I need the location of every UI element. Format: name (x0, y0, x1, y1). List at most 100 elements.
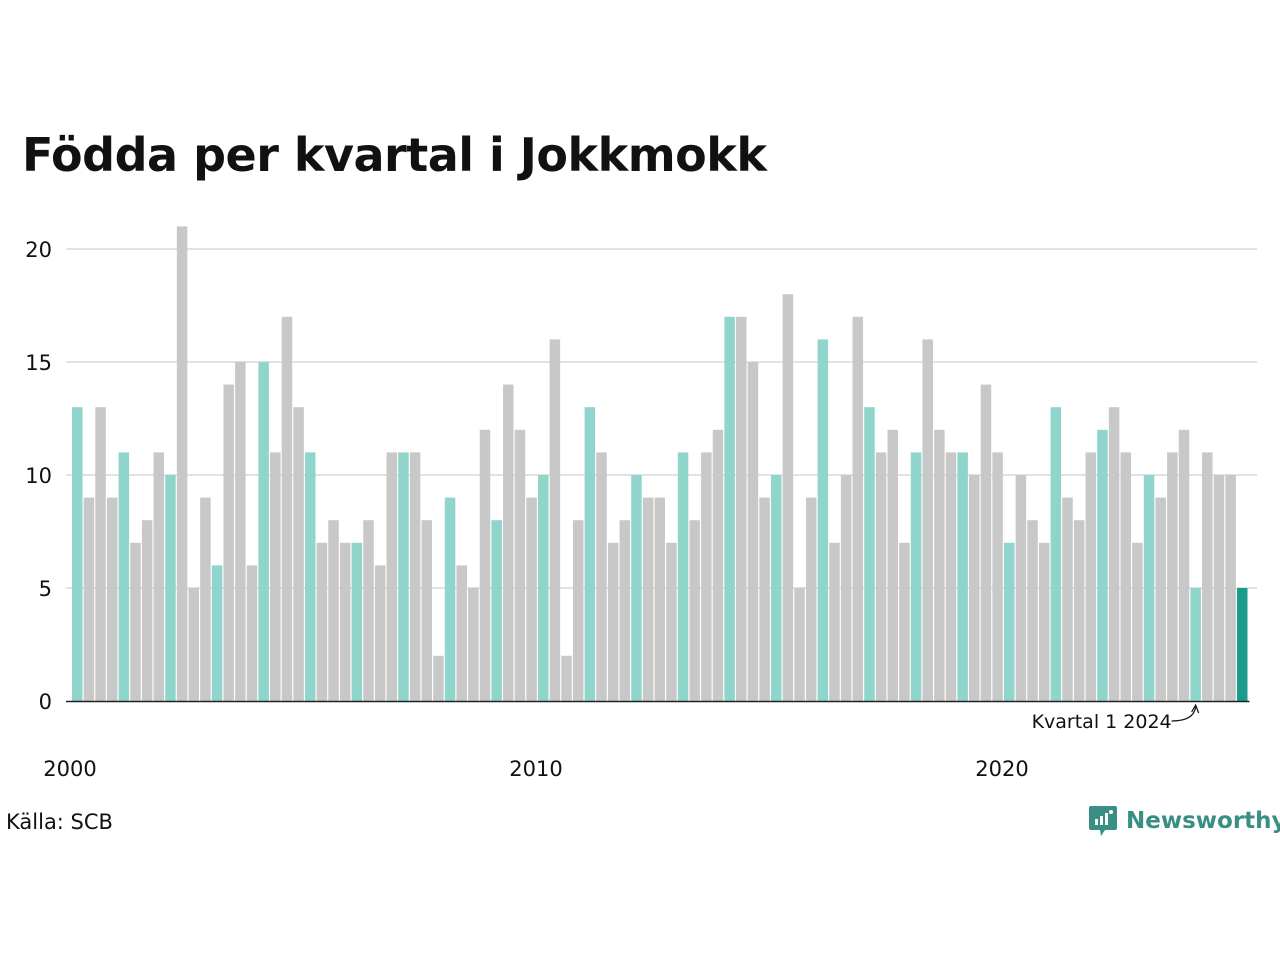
bar (130, 542, 141, 701)
bar (1073, 520, 1085, 701)
bar (235, 362, 246, 701)
x-tick-label: 2000 (43, 757, 96, 781)
bar (1027, 520, 1038, 701)
brand-logo: Newsworthy (1088, 804, 1280, 838)
y-tick-label: 5 (39, 577, 52, 601)
bar (1004, 542, 1015, 701)
bar (1015, 475, 1027, 701)
bar (840, 475, 852, 701)
bar (514, 429, 526, 701)
bar (561, 655, 572, 701)
bar (724, 316, 735, 701)
bar (386, 452, 398, 701)
bar (1178, 429, 1190, 701)
bar (1050, 407, 1062, 701)
bar (1120, 452, 1131, 701)
bar (619, 520, 631, 701)
bar (1155, 497, 1166, 701)
bar (316, 542, 328, 701)
bar (409, 452, 421, 701)
bar (957, 452, 968, 701)
bar (456, 565, 467, 701)
bar (374, 565, 386, 701)
bar (887, 429, 898, 701)
bar (188, 588, 199, 701)
bar (118, 452, 130, 701)
bar (351, 542, 363, 701)
x-tick-label: 2020 (975, 757, 1028, 781)
annotation-arrowhead (1191, 703, 1200, 714)
x-tick-label: 2010 (509, 757, 562, 781)
bar (794, 588, 805, 701)
bar (875, 452, 887, 701)
bar (945, 452, 957, 701)
bar (1132, 542, 1143, 701)
bar (1143, 475, 1155, 701)
bar (980, 384, 992, 701)
bar (549, 339, 561, 701)
bar (526, 497, 537, 701)
bar (444, 497, 456, 701)
bar (712, 429, 724, 701)
bar (503, 384, 514, 701)
bar (421, 520, 432, 701)
bar (211, 565, 223, 701)
y-tick-label: 15 (25, 351, 52, 375)
bar (165, 475, 176, 701)
bar (538, 475, 549, 701)
bar (782, 294, 794, 701)
bar (281, 316, 293, 701)
bar (701, 452, 712, 701)
bar (1213, 475, 1225, 701)
bar (363, 520, 374, 701)
bar (339, 542, 351, 701)
bar (631, 475, 642, 701)
bar (736, 316, 747, 701)
bar (223, 384, 234, 701)
brand-name: Newsworthy (1126, 808, 1280, 834)
bar (771, 475, 782, 701)
bar (1225, 475, 1236, 701)
bar (1190, 588, 1201, 701)
bar (1108, 407, 1120, 701)
bar (759, 497, 770, 701)
bar (992, 452, 1003, 701)
bar (479, 429, 491, 701)
bar (95, 407, 106, 701)
bar (328, 520, 339, 701)
y-tick-label: 10 (25, 464, 52, 488)
bar (270, 452, 281, 701)
bar (258, 362, 269, 701)
source-label: Källa: SCB (6, 810, 113, 834)
bar (83, 497, 95, 701)
bar (572, 520, 584, 701)
bar (817, 339, 829, 701)
bar (805, 497, 817, 701)
bar (642, 497, 654, 701)
y-tick-label: 0 (39, 690, 52, 714)
bar (1167, 452, 1178, 701)
bar (72, 407, 83, 701)
bar (899, 542, 910, 701)
bar (1085, 452, 1097, 701)
chart-title: Födda per kvartal i Jokkmokk (22, 128, 767, 182)
bar (398, 452, 409, 701)
bar (596, 452, 607, 701)
bar (969, 475, 980, 701)
bar (1062, 497, 1073, 701)
bar (1038, 542, 1050, 701)
bar (607, 542, 619, 701)
bar (677, 452, 689, 701)
bar (141, 520, 153, 701)
bar (934, 429, 945, 701)
annotation-arrow (1171, 706, 1197, 722)
bar (491, 520, 502, 701)
bar (689, 520, 700, 701)
bar (1237, 588, 1248, 701)
bar (153, 452, 165, 701)
annotation-label: Kvartal 1 2024 (1032, 711, 1172, 733)
bar (246, 565, 258, 701)
bar (106, 497, 118, 701)
bar (293, 407, 304, 701)
